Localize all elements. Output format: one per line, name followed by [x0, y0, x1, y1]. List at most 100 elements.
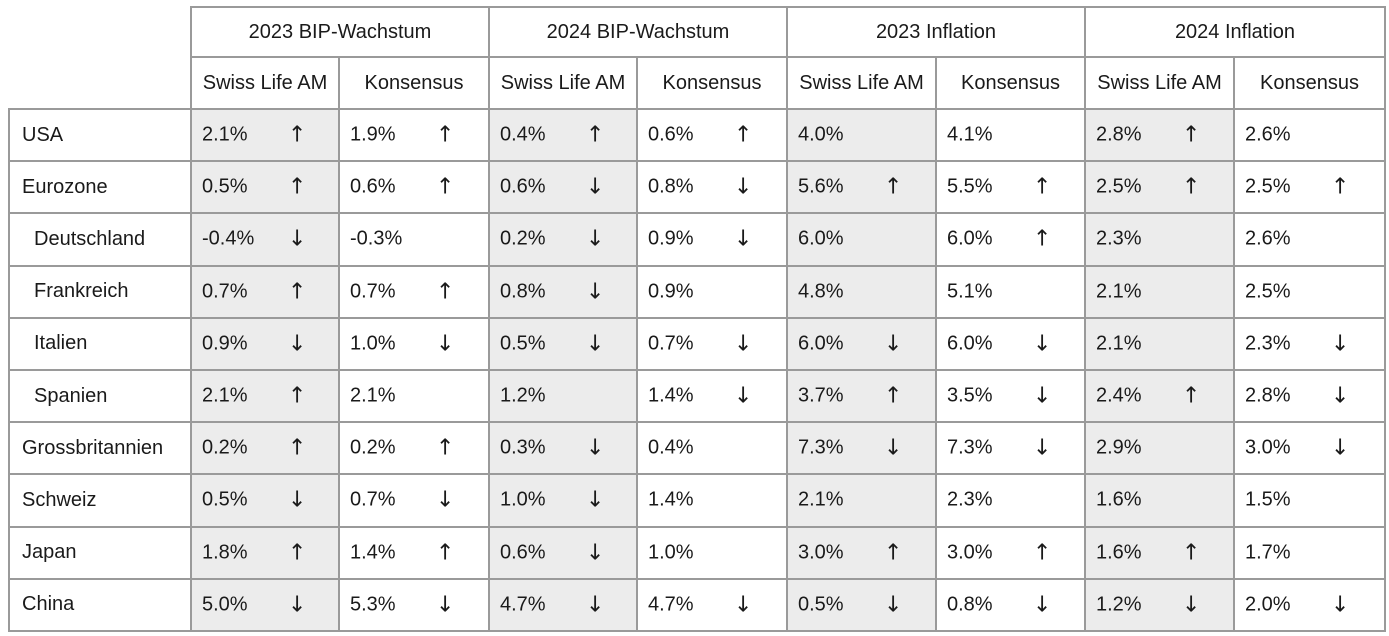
cell-value: 4.1% — [947, 123, 993, 146]
country-name: Italien — [34, 332, 88, 355]
cell-value: 1.8% — [202, 541, 248, 564]
arrow-down-icon: ↓ — [288, 487, 307, 513]
cell-value: 2.9% — [1096, 436, 1142, 459]
arrow-down-icon: ↓ — [1033, 435, 1052, 461]
arrow-up-icon: ↑ — [436, 540, 455, 566]
table-cell: 2.8% ↑ — [1084, 108, 1235, 163]
cell-value: 2.8% — [1096, 123, 1142, 146]
arrow-up-icon: ↑ — [884, 540, 903, 566]
table-cell: 2.1% — [338, 369, 490, 424]
cell-value: 0.5% — [798, 593, 844, 616]
cell-value: 1.2% — [500, 384, 546, 407]
table-cell: 0.8% ↓ — [636, 160, 788, 215]
arrow-up-icon: ↑ — [586, 122, 605, 148]
cell-value: 2.3% — [947, 488, 993, 511]
row-label: Grossbritannien — [8, 421, 192, 476]
subheader-label: Swiss Life AM — [500, 71, 626, 94]
arrow-up-icon: ↑ — [436, 174, 455, 200]
cell-value: 2.5% — [1245, 175, 1291, 198]
cell-value: 0.9% — [648, 280, 694, 303]
table-cell: 4.0% — [786, 108, 937, 163]
table-cell: 1.6% — [1084, 473, 1235, 528]
subheader-swiss-life-am: Swiss Life AM — [1084, 56, 1235, 110]
table-cell: 2.3% ↓ — [1233, 316, 1386, 371]
cell-value: 6.0% — [947, 227, 993, 250]
cell-value: 2.6% — [1245, 227, 1291, 250]
subheader-label: Swiss Life AM — [799, 71, 924, 94]
arrow-up-icon: ↑ — [436, 122, 455, 148]
arrow-up-icon: ↑ — [1182, 540, 1201, 566]
country-name: Spanien — [34, 384, 108, 407]
cell-value: 0.9% — [648, 227, 694, 250]
cell-value: 4.8% — [798, 280, 844, 303]
table-cell: 1.7% — [1233, 525, 1386, 580]
row-label: Deutschland — [8, 212, 192, 267]
table-cell: 5.3% ↓ — [338, 577, 490, 632]
arrow-up-icon: ↑ — [1033, 174, 1052, 200]
table-cell: 0.5% ↓ — [488, 316, 638, 371]
group-header-label: 2024 Inflation — [1174, 20, 1296, 43]
cell-value: 0.7% — [350, 280, 396, 303]
arrow-down-icon: ↓ — [586, 592, 605, 618]
table-cell: 2.5% ↑ — [1233, 160, 1386, 215]
arrow-down-icon: ↓ — [734, 383, 753, 409]
cell-value: 2.1% — [202, 384, 248, 407]
table-cell: 1.4% ↓ — [636, 369, 788, 424]
table-cell: 1.0% ↓ — [338, 316, 490, 371]
table-cell: 0.7% ↑ — [338, 264, 490, 319]
arrow-down-icon: ↓ — [586, 435, 605, 461]
cell-value: 3.7% — [798, 384, 844, 407]
table-cell: 6.0% — [786, 212, 937, 267]
table-cell: 7.3% ↓ — [786, 421, 937, 476]
table-cell: 0.5% ↓ — [190, 473, 340, 528]
subheader-konsensus: Konsensus — [338, 56, 490, 110]
table-cell: 2.5% ↑ — [1084, 160, 1235, 215]
arrow-up-icon: ↑ — [436, 279, 455, 305]
table-cell: 2.1% — [786, 473, 937, 528]
table-cell: 2.8% ↓ — [1233, 369, 1386, 424]
cell-value: 2.1% — [350, 384, 396, 407]
cell-value: 1.2% — [1096, 593, 1142, 616]
cell-value: 1.9% — [350, 123, 396, 146]
subheader-label: Konsensus — [364, 71, 464, 94]
cell-value: 3.0% — [947, 541, 993, 564]
table-cell: 2.9% — [1084, 421, 1235, 476]
table-cell: -0.4% ↓ — [190, 212, 340, 267]
cell-value: 1.4% — [648, 384, 694, 407]
arrow-down-icon: ↓ — [1331, 383, 1350, 409]
cell-value: 6.0% — [947, 332, 993, 355]
cell-value: 1.6% — [1096, 541, 1142, 564]
cell-value: 1.4% — [350, 541, 396, 564]
cell-value: -0.3% — [350, 227, 403, 250]
cell-value: 0.2% — [350, 436, 396, 459]
cell-value: 4.0% — [798, 123, 844, 146]
cell-value: 7.3% — [947, 436, 993, 459]
subheader-swiss-life-am: Swiss Life AM — [190, 56, 340, 110]
table-cell: 1.0% — [636, 525, 788, 580]
table-cell: 0.7% ↓ — [636, 316, 788, 371]
arrow-up-icon: ↑ — [1182, 383, 1201, 409]
table-cell: 1.2% — [488, 369, 638, 424]
table-cell: 2.4% ↑ — [1084, 369, 1235, 424]
arrow-up-icon: ↑ — [288, 279, 307, 305]
arrow-down-icon: ↓ — [884, 592, 903, 618]
arrow-down-icon: ↓ — [1331, 435, 1350, 461]
cell-value: 1.4% — [648, 488, 694, 511]
cell-value: 0.7% — [648, 332, 694, 355]
cell-value: 2.1% — [1096, 332, 1142, 355]
arrow-down-icon: ↓ — [734, 592, 753, 618]
cell-value: 2.5% — [1096, 175, 1142, 198]
table-cell: 6.0% ↓ — [935, 316, 1086, 371]
table-cell: 2.5% — [1233, 264, 1386, 319]
cell-value: 7.3% — [798, 436, 844, 459]
subheader-label: Swiss Life AM — [202, 71, 328, 94]
arrow-up-icon: ↑ — [288, 174, 307, 200]
table-cell: 0.8% ↓ — [488, 264, 638, 319]
cell-value: 2.1% — [798, 488, 844, 511]
table-cell: 0.6% ↑ — [636, 108, 788, 163]
row-label: Italien — [8, 316, 192, 371]
subheader-label: Konsensus — [1260, 71, 1359, 94]
table-cell: 0.9% ↓ — [636, 212, 788, 267]
table-cell: 3.0% ↓ — [1233, 421, 1386, 476]
group-header: 2023 Inflation — [786, 6, 1086, 58]
